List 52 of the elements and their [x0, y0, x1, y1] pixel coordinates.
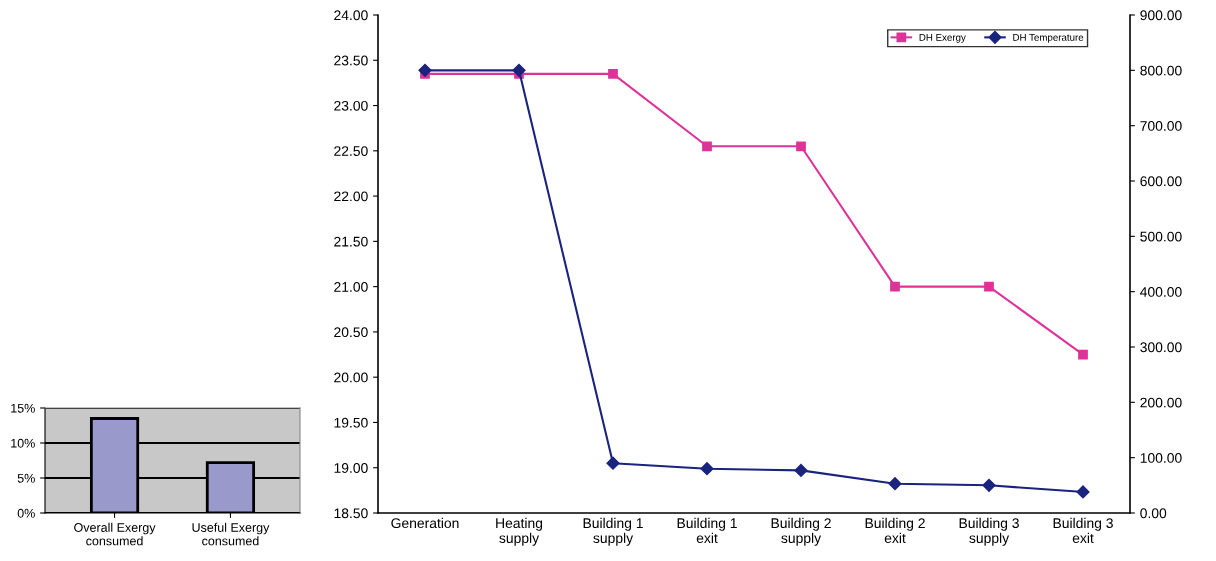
- point: [608, 68, 618, 79]
- x-tick-label: Building 3 exit: [1053, 517, 1113, 544]
- point: [700, 462, 714, 476]
- y-tick-label: 23.50: [334, 55, 368, 66]
- y2-tick-label: 500.00: [1140, 231, 1182, 242]
- point: [418, 63, 432, 77]
- y-tick-label: 0%: [17, 508, 35, 518]
- point: [796, 141, 806, 152]
- legend-label: DH Exergy: [919, 34, 966, 43]
- x-tick-label: Useful Exergy consumed: [192, 522, 270, 546]
- y-tick-label: 20.50: [334, 327, 368, 338]
- y-tick-label: 5%: [17, 473, 35, 483]
- y2-tick-label: 200.00: [1140, 397, 1182, 408]
- point: [512, 63, 526, 77]
- x-tick-label: Building 2 exit: [865, 517, 925, 544]
- point: [702, 141, 712, 152]
- y2-tick-label: 300.00: [1140, 342, 1182, 353]
- y2-tick-label: 600.00: [1140, 176, 1182, 187]
- x-tick-label: Heating supply: [496, 517, 543, 546]
- x-tick-label: Building 2 supply: [771, 517, 831, 546]
- y-tick-label: 21.50: [334, 236, 368, 247]
- y-tick-label: 19.50: [334, 417, 368, 428]
- y2-tick-label: 400.00: [1140, 287, 1182, 297]
- point: [890, 281, 900, 292]
- y-tick-label: 20.00: [334, 372, 368, 383]
- x-tick-label: Building 3 supply: [959, 517, 1019, 546]
- y-tick-label: 22.00: [334, 191, 368, 202]
- point: [1078, 349, 1088, 360]
- y-tick-label: 10%: [11, 438, 35, 448]
- y2-tick-label: 900.00: [1140, 10, 1182, 21]
- point: [794, 463, 808, 477]
- x-tick-label: Overall Exergy consumed: [74, 522, 156, 546]
- point: [888, 477, 902, 491]
- y2-tick-label: 100.00: [1140, 453, 1182, 463]
- y-tick-label: 15%: [11, 403, 35, 413]
- y-tick-label: 22.50: [334, 146, 368, 156]
- y-tick-label: 21.00: [334, 281, 368, 292]
- y-tick-label: 23.00: [334, 100, 368, 111]
- point: [984, 281, 994, 292]
- y-tick-label: 18.50: [334, 508, 368, 519]
- y2-tick-label: 0.00: [1140, 508, 1167, 519]
- y2-tick-label: 700.00: [1140, 121, 1182, 131]
- point: [606, 456, 620, 470]
- legend-label: DH Temperature: [1013, 34, 1084, 43]
- x-tick-label: Generation: [391, 517, 459, 529]
- y2-tick-label: 800.00: [1140, 65, 1182, 76]
- y-tick-label: 24.00: [334, 10, 368, 21]
- y-tick-label: 19.00: [334, 463, 368, 473]
- x-tick-label: Building 1 supply: [583, 517, 643, 546]
- point: [982, 478, 996, 492]
- x-tick-label: Building 1 exit: [677, 517, 737, 544]
- point: [1076, 485, 1090, 499]
